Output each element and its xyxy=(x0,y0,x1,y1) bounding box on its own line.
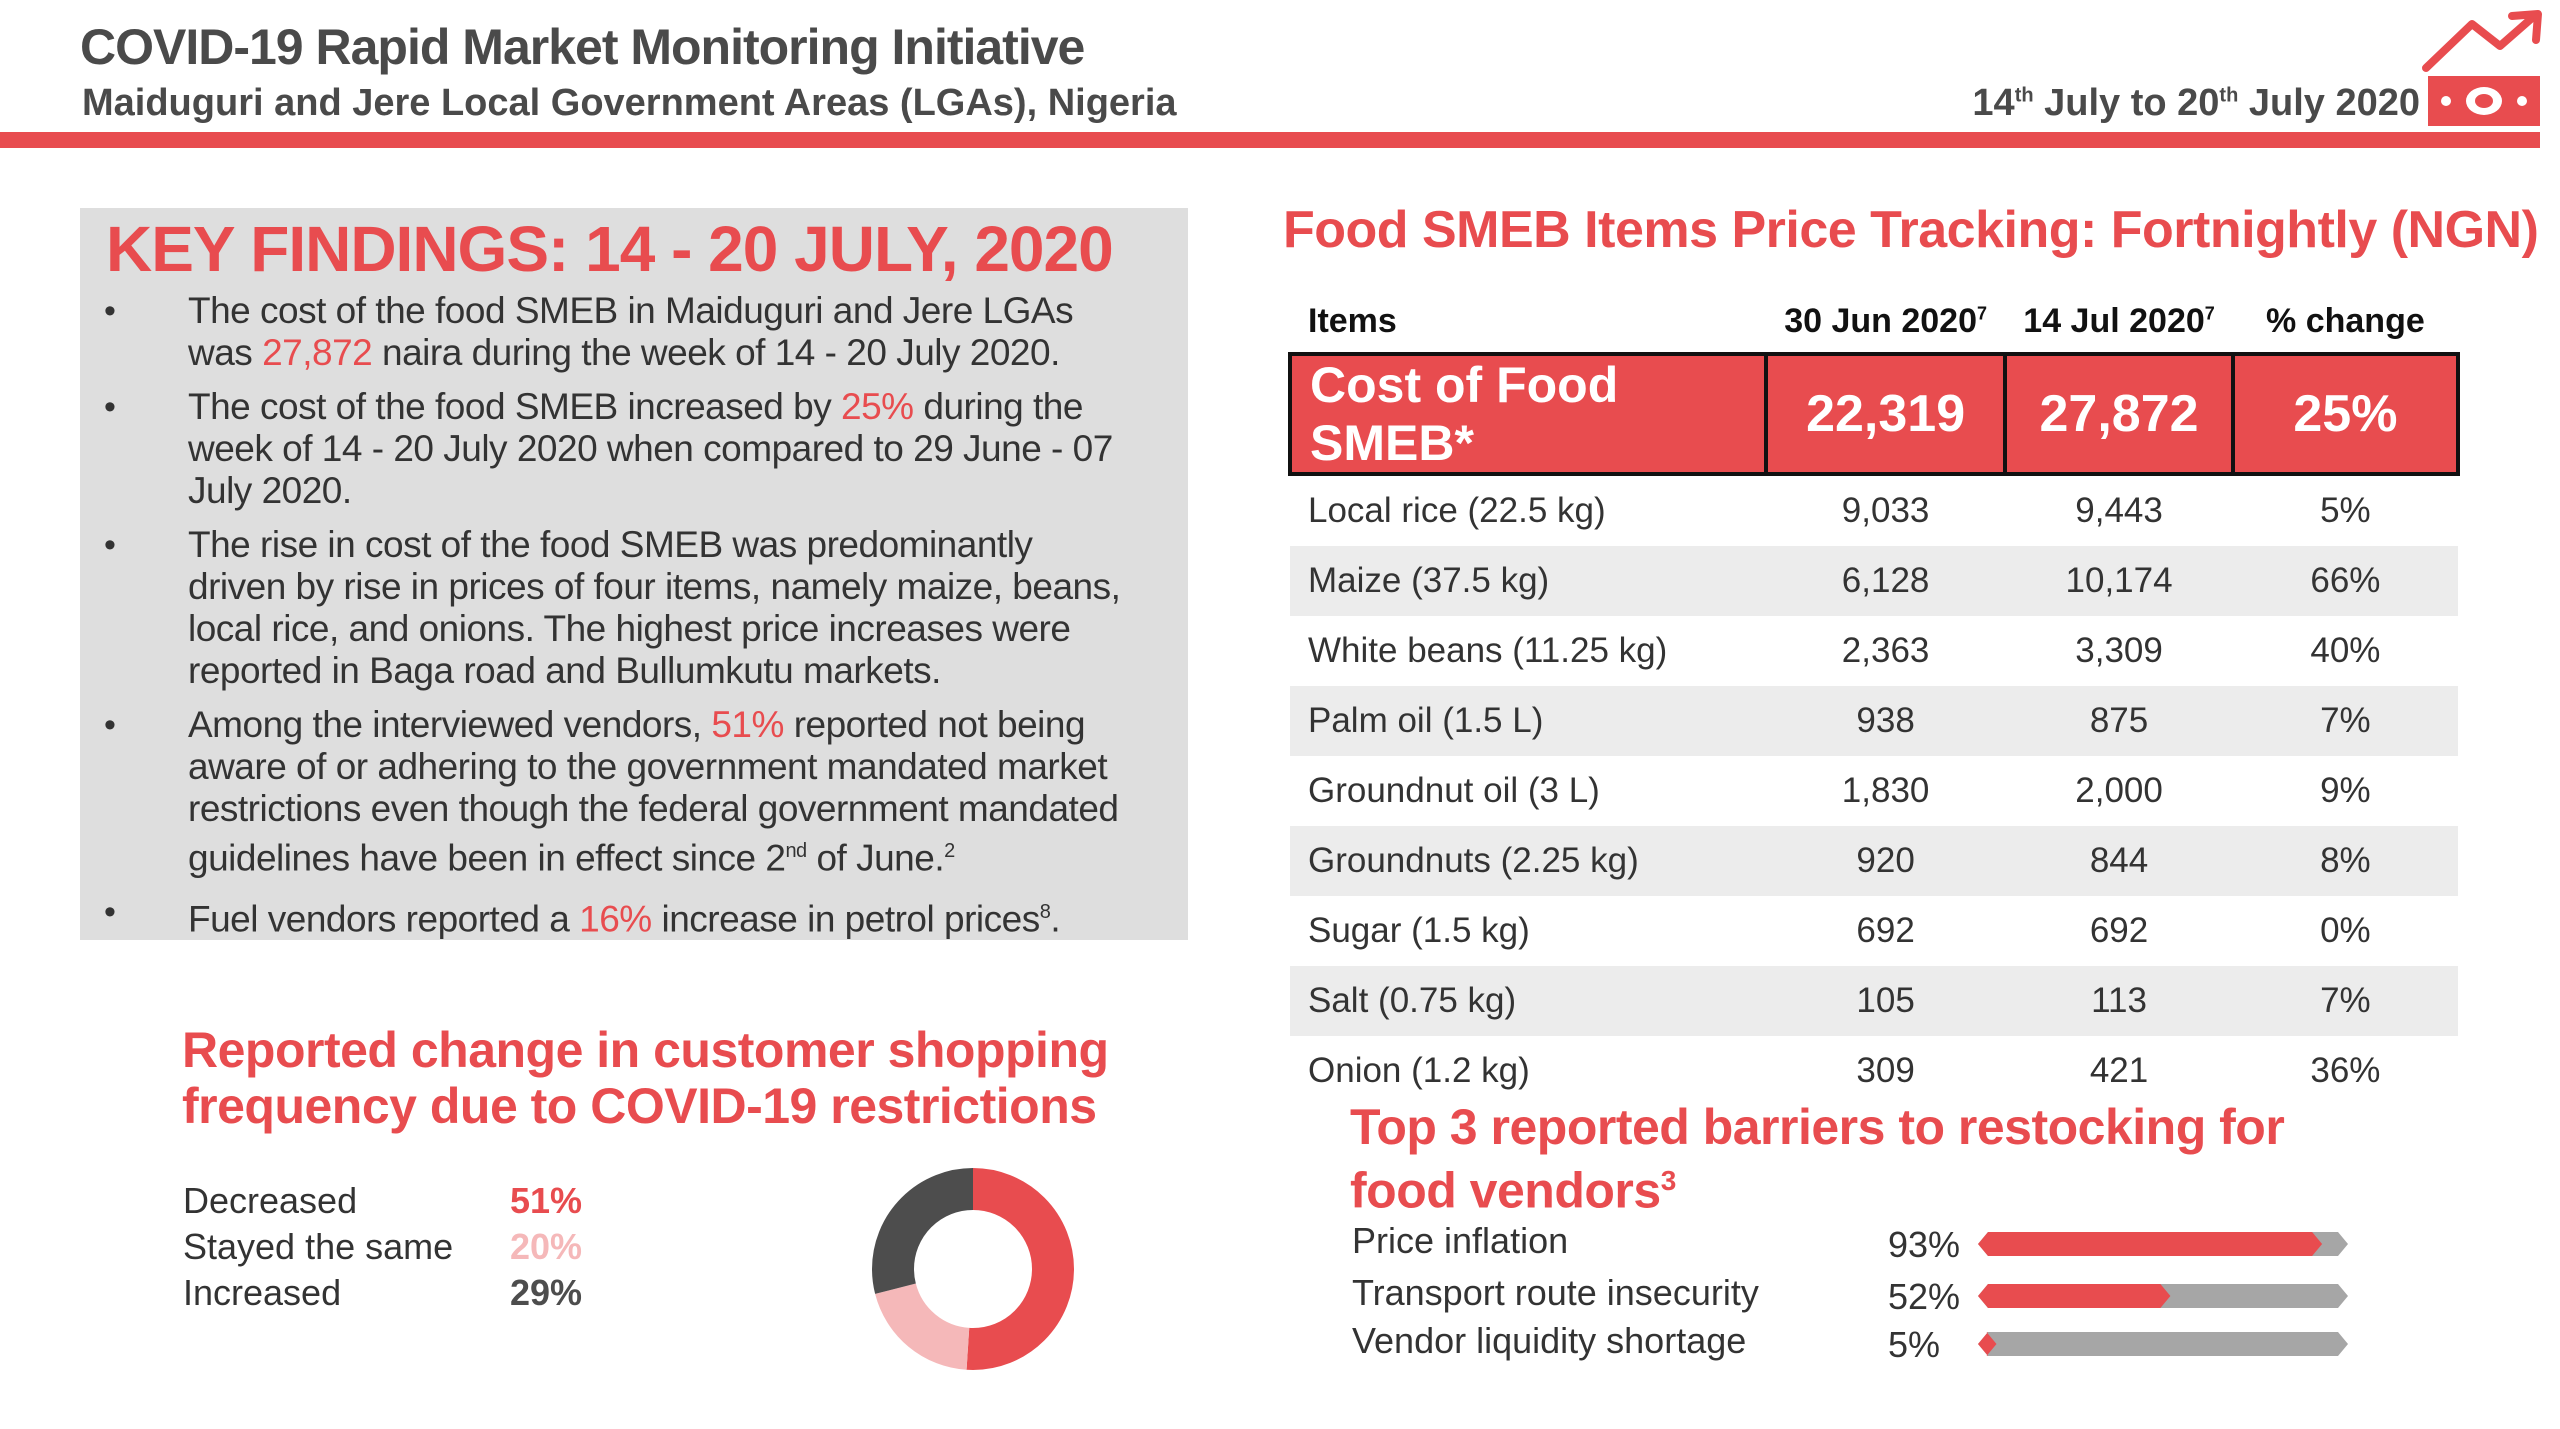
price-30-jun: 692 xyxy=(1856,911,1915,950)
price-30-jun: 920 xyxy=(1765,826,2006,896)
price-14-jul: 3,309 xyxy=(2075,631,2163,670)
price-30-jun: 6,128 xyxy=(1765,546,2006,616)
finding-item: • Fuel vendors reported a 16% increase in… xyxy=(104,893,1061,940)
price-30-jun: 938 xyxy=(1765,686,2006,756)
total-30-jun: 22,319 xyxy=(1763,352,2008,476)
price-14-jul: 9,443 xyxy=(2075,491,2163,530)
header-30-jun: 30 Jun 20207 xyxy=(1784,301,1987,340)
table-row: Groundnuts (2.25 kg) 920 844 8% xyxy=(1290,826,2458,896)
table-row: Sugar (1.5 kg) 692 692 0% xyxy=(1290,896,2458,966)
donut-segment-increased xyxy=(872,1168,1074,1370)
barrier-bar-track xyxy=(1978,1332,2348,1356)
shopping-value-same: 20% xyxy=(510,1226,583,1267)
item-name: Groundnut oil (3 L) xyxy=(1308,771,1600,810)
price-change: 7% xyxy=(2232,686,2458,756)
price-14-jul: 10,174 xyxy=(2005,546,2233,616)
shopping-value-decreased: 51% xyxy=(510,1180,583,1221)
bullet: • xyxy=(104,292,116,330)
barrier-bar xyxy=(1978,1332,2348,1356)
report-title: COVID-19 Rapid Market Monitoring Initiat… xyxy=(80,19,1085,75)
item-name: Maize (37.5 kg) xyxy=(1290,546,1766,616)
finding-item: • The cost of the food SMEB increased by … xyxy=(104,386,1113,511)
header-change: % change xyxy=(2266,301,2425,340)
price-change: 0% xyxy=(2320,911,2371,950)
price-tracking-table: Items 30 Jun 20207 14 Jul 20207 % change… xyxy=(1288,290,2461,1106)
barriers-title: Top 3 reported barriers to restocking fo… xyxy=(1350,1099,2285,1219)
finding-item: • The cost of the food SMEB in Maiduguri … xyxy=(104,290,1074,373)
shopping-frequency-donut xyxy=(872,1168,1074,1370)
header-divider xyxy=(0,132,2540,148)
barrier-label: Vendor liquidity shortage xyxy=(1352,1320,1747,1361)
report-subtitle: Maiduguri and Jere Local Government Area… xyxy=(82,82,1177,124)
item-name: Onion (1.2 kg) xyxy=(1308,1051,1530,1090)
barrier-value: 5% xyxy=(1888,1324,1941,1365)
price-change: 36% xyxy=(2310,1051,2381,1090)
total-14-jul: 27,872 xyxy=(2003,352,2235,476)
shopping-label-increased: Increased xyxy=(183,1272,342,1313)
price-change: 5% xyxy=(2320,491,2371,530)
price-30-jun: 1,830 xyxy=(1841,771,1930,810)
shopping-value-increased: 29% xyxy=(510,1272,583,1313)
price-30-jun: 309 xyxy=(1856,1051,1915,1090)
barrier-bar-fill xyxy=(1978,1284,2171,1308)
price-30-jun: 2,363 xyxy=(1841,631,1930,670)
barrier-label: Price inflation xyxy=(1352,1220,1569,1261)
barrier-bar-fill xyxy=(1978,1232,2323,1256)
bullet: • xyxy=(104,526,116,564)
item-name: Salt (0.75 kg) xyxy=(1290,966,1766,1036)
total-change: 25% xyxy=(2230,352,2461,476)
price-tracking-title: Food SMEB Items Price Tracking: Fortnigh… xyxy=(1283,201,2539,259)
total-label: Cost of Food SMEB* xyxy=(1288,352,1768,476)
price-change: 66% xyxy=(2232,546,2458,616)
shopping-label-same: Stayed the same xyxy=(183,1226,454,1267)
key-findings-list: • The cost of the food SMEB in Maiduguri … xyxy=(100,290,1130,953)
price-14-jul: 2,000 xyxy=(2075,771,2163,810)
table-row: Groundnut oil (3 L) 1,830 2,000 9% xyxy=(1290,756,2458,826)
price-change: 8% xyxy=(2232,826,2458,896)
total-cost-row: Cost of Food SMEB* 22,319 27,872 25% xyxy=(1288,352,2461,476)
market-trend-cash-icon xyxy=(2422,10,2542,126)
price-14-jul: 844 xyxy=(2005,826,2233,896)
barrier-label: Transport route insecurity xyxy=(1352,1272,1759,1313)
header-14-jul: 14 Jul 20207 xyxy=(2023,301,2215,340)
table-row: Local rice (22.5 kg) 9,033 9,443 5% xyxy=(1290,474,2458,546)
barrier-bar xyxy=(1978,1232,2348,1256)
item-name: White beans (11.25 kg) xyxy=(1308,631,1668,670)
item-name: Sugar (1.5 kg) xyxy=(1308,911,1530,950)
finding-item: • Among the interviewed vendors, 51% repo… xyxy=(104,704,1119,879)
table-row: Palm oil (1.5 L) 938 875 7% xyxy=(1290,686,2458,756)
table-row: Onion (1.2 kg) 309 421 36% xyxy=(1290,1036,2458,1106)
header-items: Items xyxy=(1308,301,1397,340)
table-row: Salt (0.75 kg) 105 113 7% xyxy=(1290,966,2458,1036)
barrier-value: 52% xyxy=(1888,1276,1961,1317)
item-name: Palm oil (1.5 L) xyxy=(1290,686,1766,756)
key-findings-panel xyxy=(80,208,1188,940)
price-30-jun: 105 xyxy=(1765,966,2006,1036)
price-change: 7% xyxy=(2232,966,2458,1036)
barrier-bar-fill xyxy=(1978,1332,1997,1356)
price-30-jun: 9,033 xyxy=(1841,491,1930,530)
price-change: 9% xyxy=(2320,771,2371,810)
barrier-value: 93% xyxy=(1888,1224,1961,1265)
bullet: • xyxy=(104,388,116,426)
report-date-range: 14th July to 20th July 2020 xyxy=(1972,82,2420,124)
finding-item: • The rise in cost of the food SMEB was p… xyxy=(104,524,1121,691)
key-findings-title: KEY FINDINGS: 14 - 20 JULY, 2020 xyxy=(106,213,1114,285)
price-14-jul: 875 xyxy=(2005,686,2233,756)
barrier-bar xyxy=(1978,1284,2348,1308)
price-change: 40% xyxy=(2310,631,2381,670)
item-name: Groundnuts (2.25 kg) xyxy=(1290,826,1766,896)
price-14-jul: 692 xyxy=(2089,911,2149,950)
price-14-jul: 421 xyxy=(2089,1051,2149,1090)
bullet: • xyxy=(104,706,116,744)
table-row: White beans (11.25 kg) 2,363 3,309 40% xyxy=(1290,616,2458,686)
table-row: Maize (37.5 kg) 6,128 10,174 66% xyxy=(1290,546,2458,616)
shopping-label-decreased: Decreased xyxy=(183,1180,358,1221)
price-14-jul: 113 xyxy=(2005,966,2233,1036)
bullet: • xyxy=(104,893,116,932)
item-name: Local rice (22.5 kg) xyxy=(1308,491,1606,530)
table-header-row: Items 30 Jun 20207 14 Jul 20207 % change xyxy=(1290,290,2458,354)
shopping-frequency-title: Reported change in customer shopping fre… xyxy=(182,1022,1109,1134)
